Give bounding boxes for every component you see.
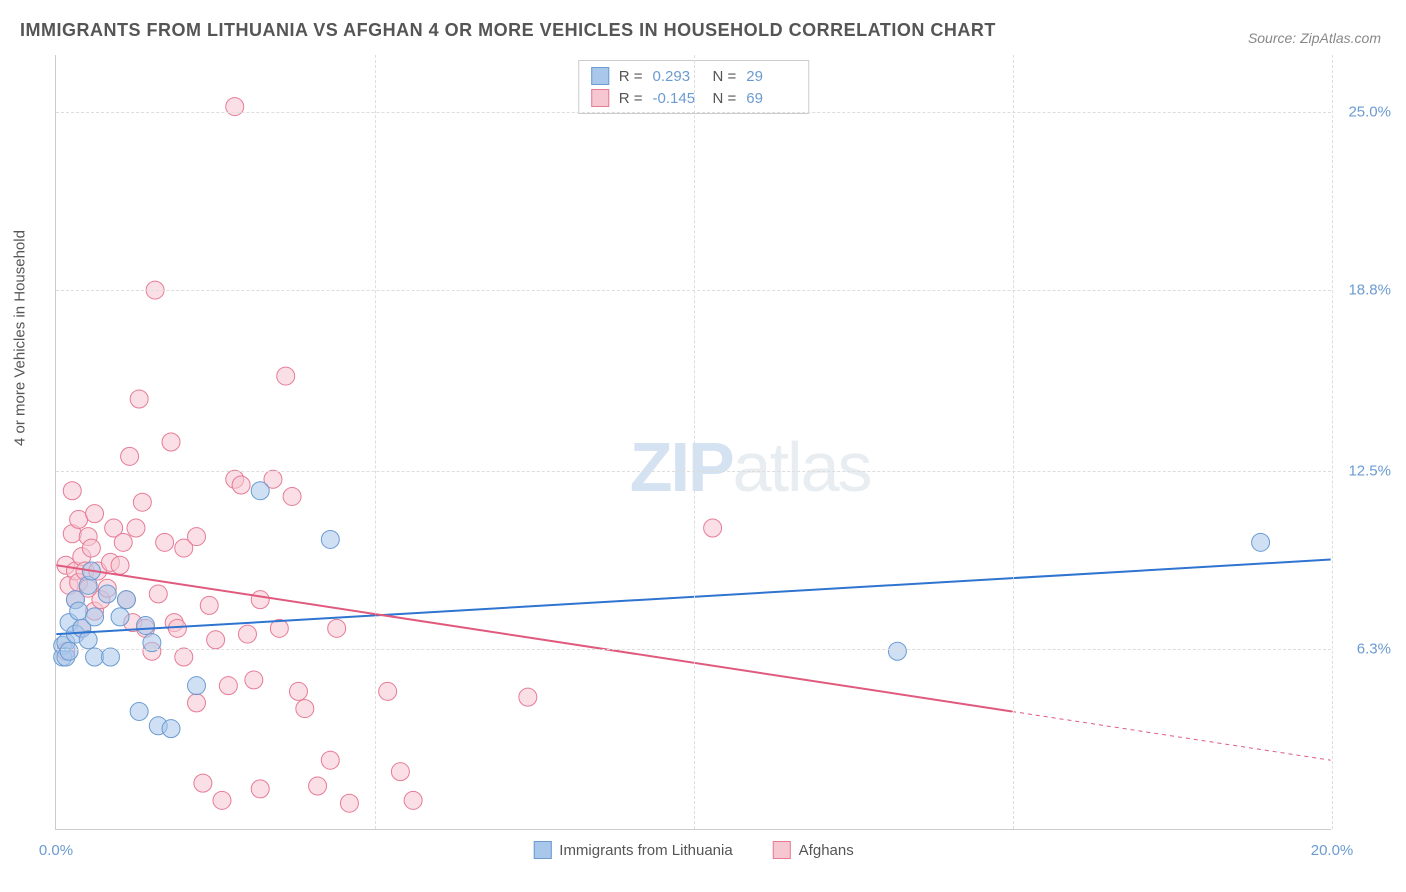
scatter-point bbox=[63, 482, 81, 500]
scatter-point bbox=[137, 616, 155, 634]
gridline-vertical bbox=[1332, 55, 1333, 829]
scatter-point bbox=[70, 602, 88, 620]
legend-swatch bbox=[591, 67, 609, 85]
y-tick-label: 18.8% bbox=[1348, 282, 1391, 299]
x-tick-label: 20.0% bbox=[1311, 842, 1354, 859]
scatter-point bbox=[232, 476, 250, 494]
trend-line-extrapolated bbox=[1012, 711, 1331, 760]
legend-series-label: Immigrants from Lithuania bbox=[559, 842, 732, 859]
scatter-point bbox=[321, 751, 339, 769]
scatter-point bbox=[133, 493, 151, 511]
y-axis-label: 4 or more Vehicles in Household bbox=[12, 230, 29, 446]
scatter-point bbox=[162, 720, 180, 738]
scatter-point bbox=[404, 791, 422, 809]
chart-container: IMMIGRANTS FROM LITHUANIA VS AFGHAN 4 OR… bbox=[0, 0, 1406, 892]
scatter-point bbox=[86, 608, 104, 626]
scatter-point bbox=[519, 688, 537, 706]
scatter-point bbox=[194, 774, 212, 792]
legend-series-item: Immigrants from Lithuania bbox=[533, 841, 732, 859]
x-tick-label: 0.0% bbox=[39, 842, 73, 859]
legend-swatch bbox=[773, 841, 791, 859]
y-tick-label: 12.5% bbox=[1348, 463, 1391, 480]
n-value: 69 bbox=[746, 90, 796, 107]
source-attribution: Source: ZipAtlas.com bbox=[1248, 30, 1381, 46]
scatter-point bbox=[114, 533, 132, 551]
scatter-point bbox=[251, 482, 269, 500]
scatter-point bbox=[238, 625, 256, 643]
scatter-point bbox=[86, 505, 104, 523]
r-value: 0.293 bbox=[653, 68, 703, 85]
scatter-point bbox=[207, 631, 225, 649]
n-label: N = bbox=[713, 68, 737, 85]
scatter-point bbox=[70, 510, 88, 528]
scatter-point bbox=[130, 702, 148, 720]
scatter-point bbox=[321, 530, 339, 548]
scatter-point bbox=[121, 447, 139, 465]
scatter-point bbox=[289, 682, 307, 700]
scatter-point bbox=[188, 694, 206, 712]
scatter-point bbox=[704, 519, 722, 537]
scatter-point bbox=[188, 528, 206, 546]
r-value: -0.145 bbox=[653, 90, 703, 107]
scatter-point bbox=[245, 671, 263, 689]
scatter-point bbox=[188, 677, 206, 695]
scatter-point bbox=[219, 677, 237, 695]
legend-series-item: Afghans bbox=[773, 841, 854, 859]
scatter-point bbox=[111, 608, 129, 626]
scatter-point bbox=[340, 794, 358, 812]
y-tick-label: 6.3% bbox=[1357, 641, 1391, 658]
gridline-vertical bbox=[1013, 55, 1014, 829]
scatter-point bbox=[86, 648, 104, 666]
scatter-point bbox=[130, 390, 148, 408]
scatter-point bbox=[127, 519, 145, 537]
gridline-vertical bbox=[375, 55, 376, 829]
scatter-point bbox=[82, 539, 100, 557]
r-label: R = bbox=[619, 90, 643, 107]
scatter-point bbox=[296, 700, 314, 718]
gridline-vertical bbox=[694, 55, 695, 829]
legend-series: Immigrants from Lithuania Afghans bbox=[533, 841, 853, 859]
scatter-point bbox=[277, 367, 295, 385]
scatter-point bbox=[101, 648, 119, 666]
scatter-point bbox=[1252, 533, 1270, 551]
scatter-point bbox=[156, 533, 174, 551]
scatter-point bbox=[175, 648, 193, 666]
scatter-point bbox=[149, 585, 167, 603]
r-label: R = bbox=[619, 68, 643, 85]
legend-series-label: Afghans bbox=[799, 842, 854, 859]
y-tick-label: 25.0% bbox=[1348, 104, 1391, 121]
scatter-point bbox=[888, 642, 906, 660]
scatter-point bbox=[213, 791, 231, 809]
legend-swatch bbox=[591, 89, 609, 107]
scatter-point bbox=[391, 763, 409, 781]
scatter-point bbox=[251, 780, 269, 798]
scatter-point bbox=[309, 777, 327, 795]
legend-swatch bbox=[533, 841, 551, 859]
n-value: 29 bbox=[746, 68, 796, 85]
n-label: N = bbox=[713, 90, 737, 107]
scatter-point bbox=[251, 591, 269, 609]
scatter-point bbox=[98, 585, 116, 603]
plot-area: ZIPatlas R =0.293N =29R =-0.145N =69 Imm… bbox=[55, 55, 1331, 830]
scatter-point bbox=[117, 591, 135, 609]
scatter-point bbox=[379, 682, 397, 700]
scatter-point bbox=[328, 619, 346, 637]
chart-title: IMMIGRANTS FROM LITHUANIA VS AFGHAN 4 OR… bbox=[20, 20, 996, 41]
scatter-point bbox=[60, 642, 78, 660]
scatter-point bbox=[283, 487, 301, 505]
scatter-point bbox=[111, 556, 129, 574]
scatter-point bbox=[162, 433, 180, 451]
scatter-point bbox=[200, 596, 218, 614]
